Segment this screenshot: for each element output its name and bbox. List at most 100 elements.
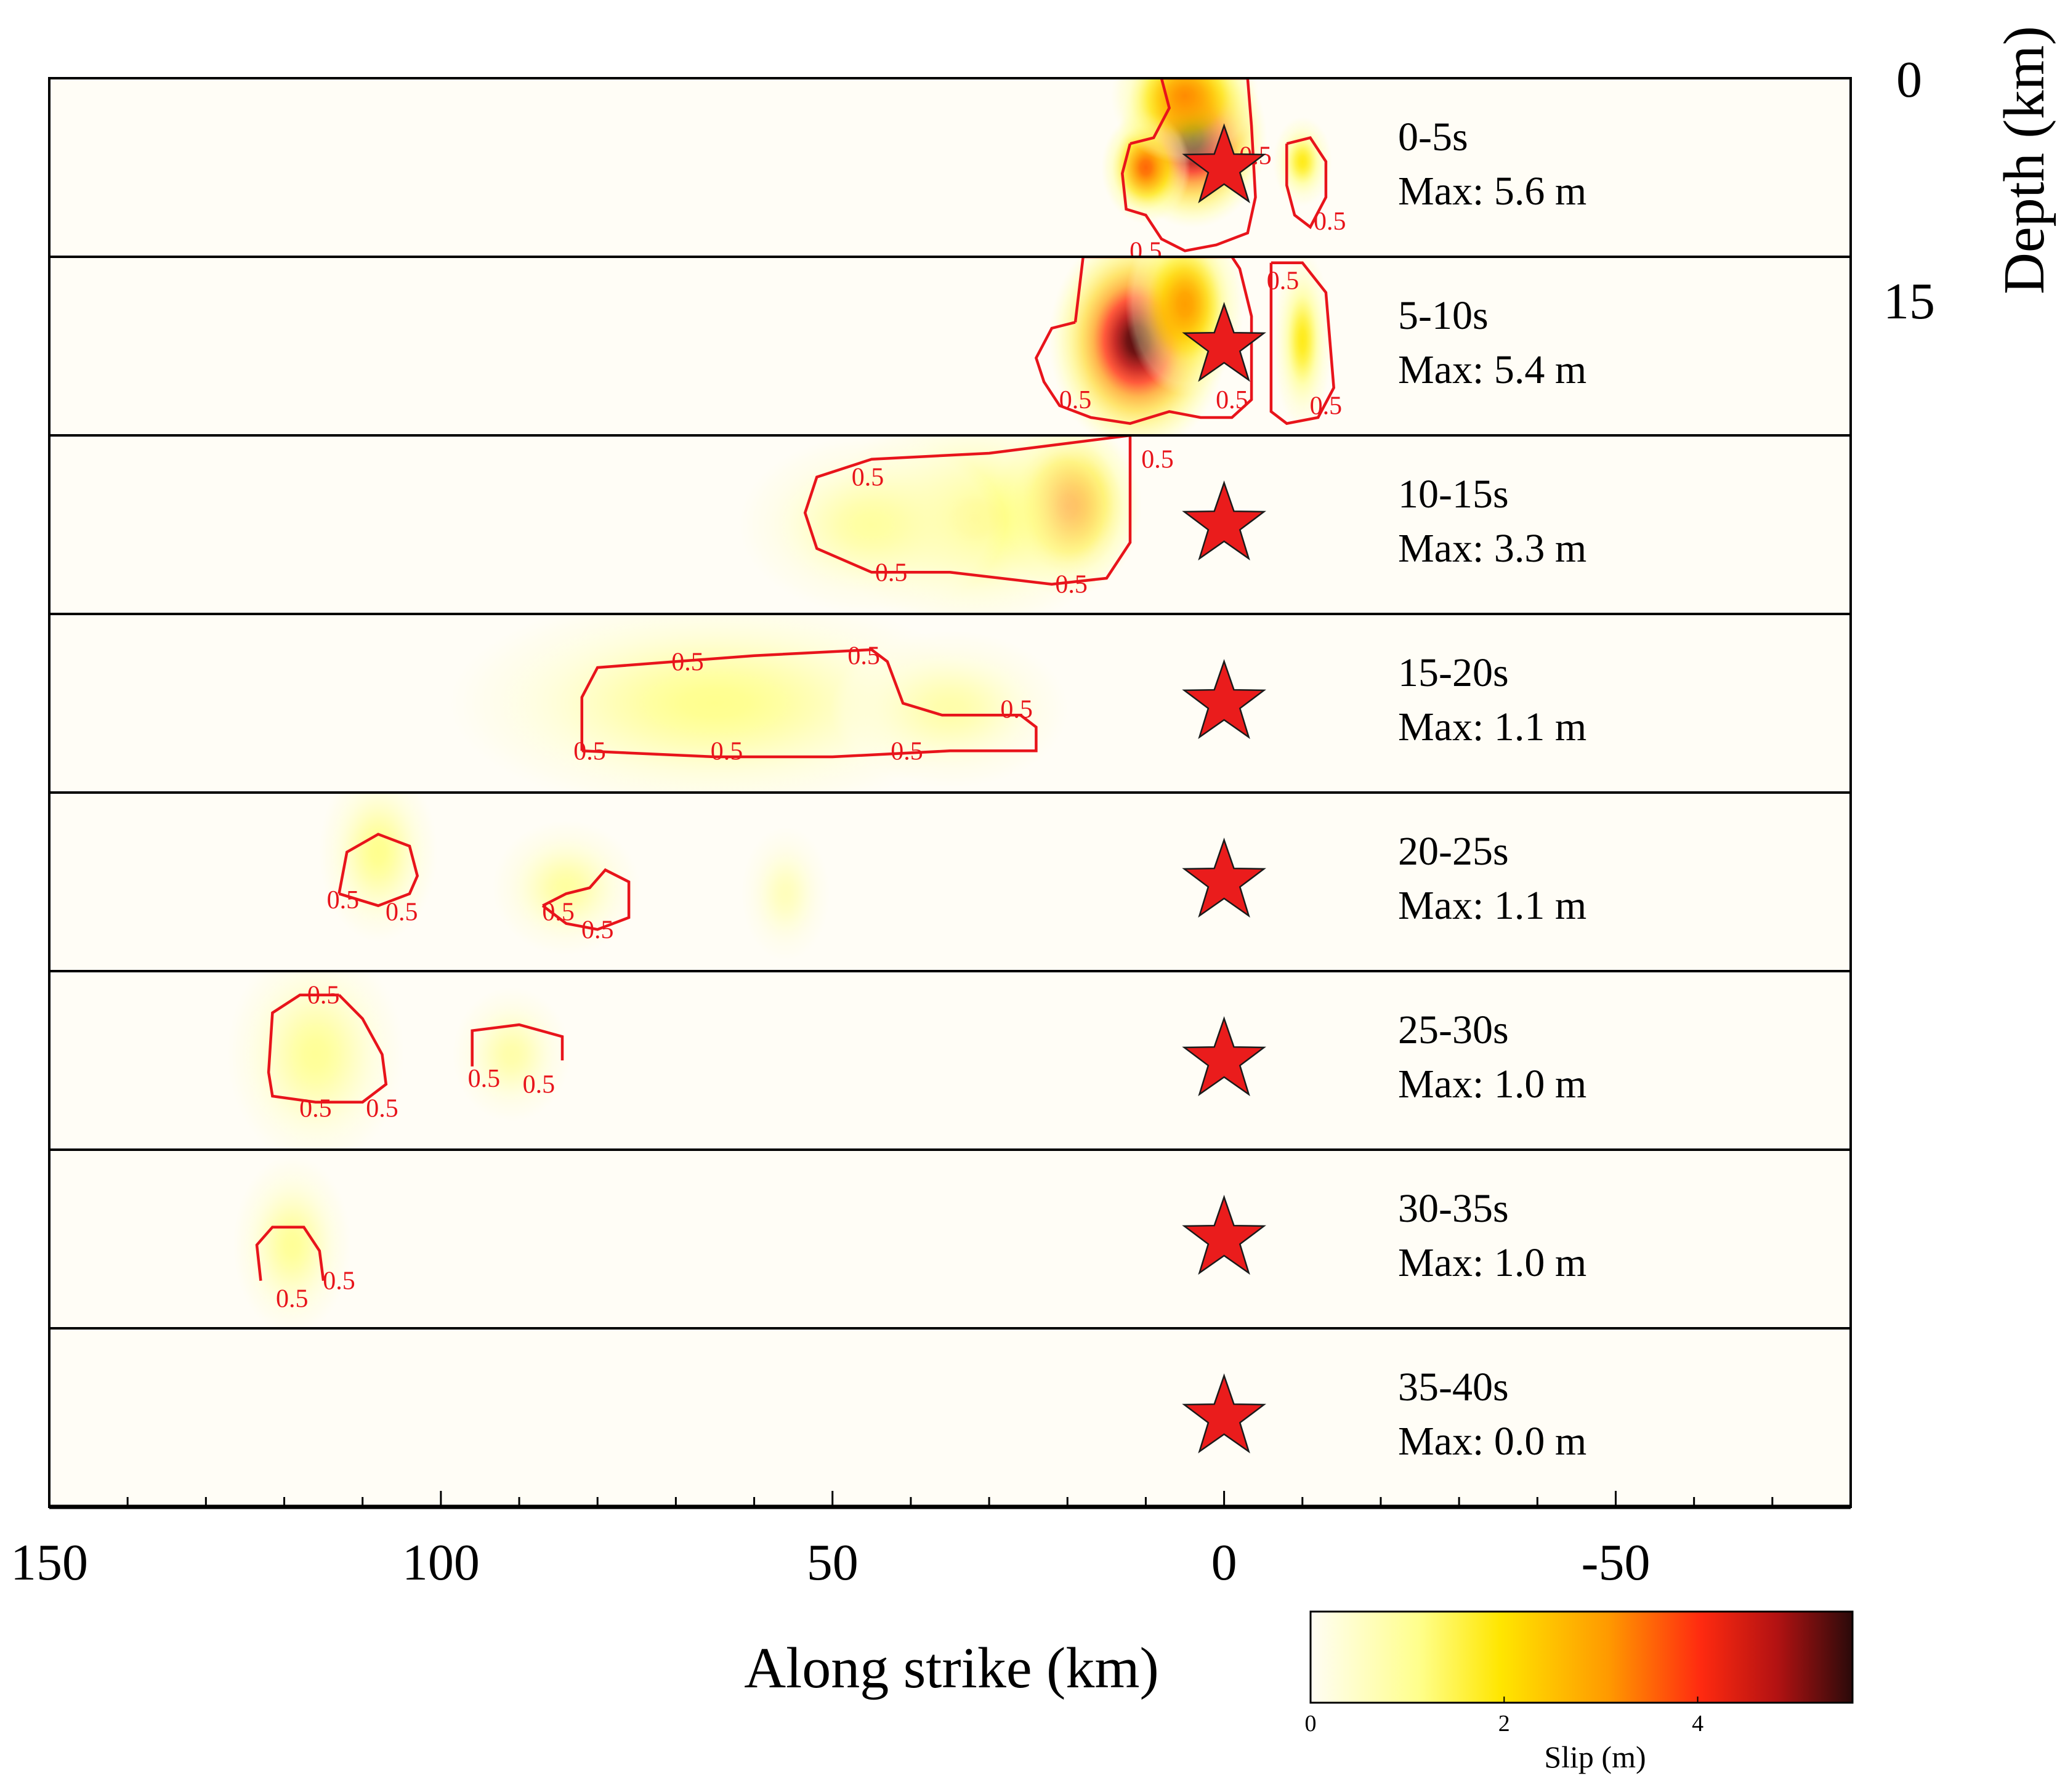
- x-tick-label: -50: [1581, 1534, 1650, 1591]
- hypocenter-star-icon: [1182, 837, 1266, 918]
- contour-label: 0.5: [542, 898, 575, 926]
- panel-max-slip: Max: 5.6 m: [1398, 169, 1586, 214]
- depth-tick-label: 0: [1896, 51, 1922, 108]
- panel-max-slip: Max: 3.3 m: [1398, 526, 1586, 571]
- panel-max-slip: Max: 1.0 m: [1398, 1240, 1586, 1285]
- colorbar-gradient: [1309, 1610, 1854, 1704]
- contour-label: 0.5: [327, 886, 360, 914]
- slip-contour-0.5: [580, 648, 1038, 759]
- depth-axis-title: Depth (km): [1992, 26, 2056, 294]
- contour-label: 0.5: [276, 1285, 309, 1314]
- contour-label: 0.5: [1310, 392, 1343, 421]
- panel-time-window: 0-5s: [1398, 115, 1468, 159]
- contour-label: 0.5: [1267, 267, 1299, 296]
- x-axis-title: Along strike (km): [744, 1636, 1159, 1700]
- panel-time-window: 25-30s: [1398, 1007, 1509, 1052]
- slip-contour-0.5: [1285, 136, 1328, 230]
- panel-time-window: 15-20s: [1398, 650, 1509, 695]
- colorbar-tick-label: 2: [1498, 1711, 1510, 1737]
- panel-25-30s: 0.5 0.5 0.5 0.5 0.5 25-30s Max: 1.0 m: [48, 970, 1852, 1151]
- depth-axis: Depth (km) 0 15: [1883, 26, 2056, 330]
- contour-label: 0.5: [581, 916, 614, 944]
- colorbar-tick-label: 0: [1305, 1711, 1317, 1737]
- hypocenter-star-icon: [1182, 1373, 1266, 1454]
- depth-tick-label: 15: [1883, 273, 1935, 330]
- panel-max-slip: Max: 1.1 m: [1398, 883, 1586, 928]
- contour-label: 0.5: [366, 1094, 398, 1123]
- slip-contour-0.5: [1121, 78, 1257, 252]
- panel-background: [49, 1328, 1851, 1507]
- panel-time-window: 35-40s: [1398, 1365, 1509, 1410]
- panel-time-window: 20-25s: [1398, 829, 1509, 874]
- contour-label: 0.5: [573, 737, 606, 765]
- contour-label: 0.5: [1314, 208, 1346, 236]
- contour-label: 0.5: [1055, 571, 1088, 599]
- colorbar: Slip (m) 0 2 4: [1305, 1610, 1854, 1774]
- contour-label: 0.5: [711, 737, 743, 765]
- contour-label: 0.5: [671, 648, 704, 676]
- contour-label: 0.5: [299, 1094, 332, 1123]
- slip-contour-0.5: [337, 833, 419, 908]
- slip-contour-0.5: [255, 1225, 325, 1281]
- slip-field: 0.5 0.5 0.5 0.5 0.5 0.5: [447, 614, 1069, 793]
- contour-label: 0.5: [1129, 237, 1162, 265]
- contour-label: 0.5: [307, 982, 340, 1010]
- colorbar-title: Slip (m): [1544, 1740, 1646, 1774]
- hypocenter-star-icon: [1182, 123, 1266, 204]
- hypocenter-star-icon: [1182, 1195, 1266, 1275]
- slip-patch: [737, 435, 1006, 614]
- contour-label: 0.5: [1000, 696, 1033, 724]
- slip-patch: [451, 987, 571, 1123]
- slip-patch: [318, 793, 438, 943]
- slip-patch: [226, 971, 405, 1150]
- x-tick-label: 150: [10, 1534, 88, 1591]
- slip-contour-0.5: [1034, 257, 1253, 426]
- contour-label: 0.5: [386, 898, 418, 926]
- x-tick-label: 100: [402, 1534, 480, 1591]
- panel-10-15s: 0.5 0.5 0.5 0.5 10-15s Max: 3.3 m: [48, 434, 1852, 615]
- contour-label: 0.5: [323, 1267, 355, 1296]
- panel-max-slip: Max: 5.4 m: [1398, 347, 1586, 392]
- contour-label: 0.5: [852, 464, 884, 492]
- panel-max-slip: Max: 1.1 m: [1398, 704, 1586, 749]
- slip-patch: [232, 1154, 352, 1328]
- slip-patch: [1272, 116, 1333, 207]
- panel-background: [49, 78, 1851, 257]
- panel-background: [49, 793, 1851, 971]
- slip-contour-0.5: [471, 1023, 564, 1067]
- hypocenter-star-icon: [1182, 480, 1266, 561]
- slip-contour-0.5: [803, 435, 1132, 586]
- slip-contour-0.5: [267, 993, 388, 1104]
- hypocenter-star-icon: [1182, 302, 1266, 382]
- panel-time-window: 10-15s: [1398, 472, 1509, 517]
- slip-patch: [1272, 257, 1333, 431]
- hypocenter-star-icon: [1182, 659, 1266, 740]
- panel-35-40s: 35-40s Max: 0.0 m: [48, 1327, 1852, 1508]
- panel-5-10s: 0.5 0.5 0.5 0.5 5-10s Max: 5.4 m: [48, 256, 1852, 437]
- contour-label: 0.5: [847, 642, 880, 671]
- x-axis: Along strike (km) 150 100 50 0 -50: [10, 1491, 1852, 1700]
- hypocenter-star-icon: [1182, 1016, 1266, 1097]
- contour-label: 0.5: [1141, 446, 1174, 474]
- panel-max-slip: Max: 1.0 m: [1398, 1062, 1586, 1107]
- x-tick-label: 50: [807, 1534, 859, 1591]
- panel-time-window: 5-10s: [1398, 293, 1489, 338]
- panel-max-slip: Max: 0.0 m: [1398, 1419, 1586, 1464]
- contour-label: 0.5: [1216, 386, 1248, 414]
- contour-label: 0.5: [523, 1071, 556, 1099]
- slip-patch: [491, 820, 641, 956]
- panel-30-35s: 0.5 0.5 30-35s Max: 1.0 m: [48, 1148, 1852, 1330]
- colorbar-tick-label: 4: [1692, 1711, 1703, 1737]
- slip-field: 0.5 0.5 0.5 0.5: [737, 435, 1174, 614]
- contour-label: 0.5: [875, 559, 908, 587]
- x-tick-label: 0: [1211, 1534, 1237, 1591]
- slip-contour-0.5: [1269, 261, 1335, 426]
- slip-patch: [740, 826, 830, 962]
- slip-field: 0.5 0.5: [232, 1154, 355, 1328]
- panel-time-window: 30-35s: [1398, 1186, 1509, 1231]
